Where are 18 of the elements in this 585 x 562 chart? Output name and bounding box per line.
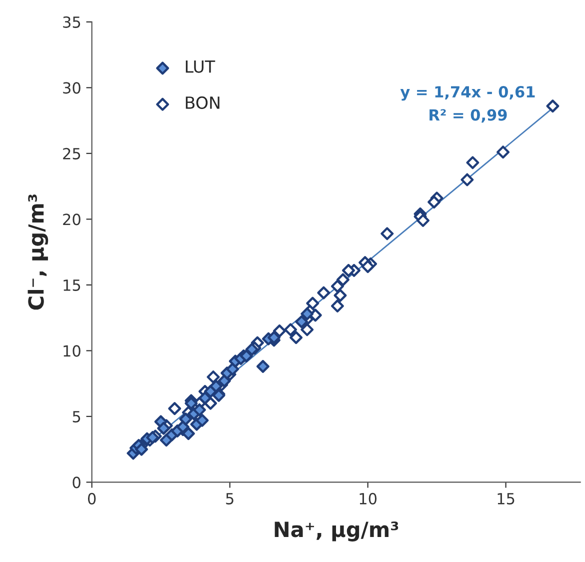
y-tick-label: 5 <box>72 411 80 422</box>
y-tick-label: 30 <box>63 82 80 94</box>
y-tick-label: 35 <box>63 16 80 28</box>
annotation: y = 1,74x - 0,61 <box>400 86 535 101</box>
y-tick-label: 20 <box>63 214 80 226</box>
y-axis-title: Cl⁻, µg/m³ <box>28 194 48 310</box>
x-tick-label: 15 <box>498 493 514 504</box>
x-tick-label: 10 <box>360 492 377 504</box>
legend-label: LUT <box>186 60 216 73</box>
annotation: R² = 0,99 <box>430 109 507 123</box>
x-tick-label: 0 <box>88 492 96 504</box>
y-tick-label: 15 <box>64 280 80 291</box>
y-tick-label: 0 <box>72 476 80 488</box>
y-tick-label: 25 <box>63 148 80 160</box>
y-tick-label: 10 <box>64 345 80 357</box>
legend-label: BON <box>186 96 220 109</box>
x-axis-title: Na⁺, µg/m³ <box>274 521 398 542</box>
x-tick-label: 5 <box>226 493 234 504</box>
